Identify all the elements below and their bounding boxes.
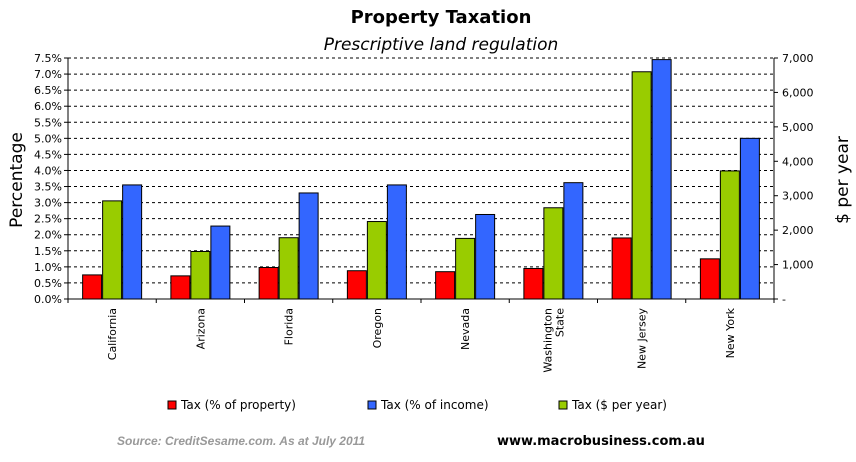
y-tick-label: 7.0% — [34, 68, 62, 81]
y-tick-label: 6.5% — [34, 84, 62, 97]
bar — [278, 237, 299, 300]
legend-label: Tax (% of property) — [180, 398, 296, 412]
bar — [611, 237, 632, 300]
y2-tick-label: 1,000 — [782, 259, 814, 272]
y-tick-label: 4.0% — [34, 164, 62, 177]
legend-swatch — [558, 400, 568, 410]
y-tick-label: 2.0% — [34, 229, 62, 242]
y2-tick-label: 2,000 — [782, 224, 814, 237]
bar — [455, 237, 476, 300]
source-note: Source: CreditSesame.com. As at July 201… — [117, 434, 365, 448]
y-tick-label: 0.5% — [34, 277, 62, 290]
y2-tick-label: 4,000 — [782, 155, 814, 168]
bar — [346, 270, 367, 300]
category-label: California — [106, 308, 119, 360]
bar — [102, 200, 123, 300]
y2-axis-title: $ per year — [833, 136, 853, 224]
bar — [386, 184, 407, 300]
bars-group — [82, 59, 760, 300]
y-tick-label: 7.5% — [34, 52, 62, 65]
legend-label: Tax (% of income) — [380, 398, 489, 412]
bar — [563, 182, 584, 300]
y-tick-label: 6.0% — [34, 100, 62, 113]
bar — [699, 258, 720, 300]
bar — [651, 59, 672, 300]
bar — [170, 275, 191, 300]
bar — [631, 71, 652, 300]
y2-tick-label: 6,000 — [782, 86, 814, 99]
y-tick-label: 5.0% — [34, 132, 62, 145]
category-label: Arizona — [194, 308, 207, 349]
chart-title: Property Taxation — [351, 7, 532, 28]
y2-tick-label: 5,000 — [782, 121, 814, 134]
y-tick-label: 1.0% — [34, 261, 62, 274]
y2-tick-label: - — [782, 293, 786, 306]
y-tick-label: 3.5% — [34, 181, 62, 194]
category-label: Florida — [283, 308, 296, 345]
legend-swatch — [167, 400, 177, 410]
axes-group — [67, 58, 775, 303]
bar — [739, 137, 760, 300]
y-tick-label: 1.5% — [34, 245, 62, 258]
chart-subtitle: Prescriptive land regulation — [324, 35, 559, 55]
category-label: Oregon — [371, 308, 384, 348]
bar — [366, 221, 387, 300]
bar — [82, 274, 103, 300]
category-label: Nevada — [459, 308, 472, 350]
bar — [210, 225, 231, 300]
y-tick-label: 4.5% — [34, 148, 62, 161]
y-tick-label: 3.0% — [34, 197, 62, 210]
y2-tick-label: 3,000 — [782, 190, 814, 203]
category-labels: California Arizona Florida Oregon Nevada Wash… — [106, 307, 737, 372]
category-label: New Jersey — [636, 308, 649, 370]
y-tick-label: 5.5% — [34, 116, 62, 129]
bar — [122, 184, 143, 300]
bar — [435, 271, 456, 300]
y-tick-label: 2.5% — [34, 213, 62, 226]
left-axis-ticks: 0.0% 0.5% 1.0% 1.5% 2.0% 2.5% 3.0% 3.5% 4.0% 4.5%… — [34, 52, 68, 306]
category-label: WashingtonState — [541, 308, 566, 373]
bar — [190, 250, 211, 300]
bar — [258, 267, 279, 300]
category-label: New York — [724, 307, 737, 358]
bar — [719, 170, 740, 300]
legend-swatch — [367, 400, 377, 410]
y-tick-label: 0.0% — [34, 293, 62, 306]
legend-label: Tax ($ per year) — [571, 398, 667, 412]
legend: Tax (% of property) Tax (% of income) Tax … — [167, 398, 667, 412]
site-url: www.macrobusiness.com.au — [497, 434, 705, 449]
bar — [543, 207, 564, 300]
right-axis-ticks: - 1,000 2,000 3,000 4,000 5,000 6,000 7,000 — [774, 52, 814, 306]
y2-tick-label: 7,000 — [782, 52, 814, 65]
bar — [298, 192, 319, 300]
bar — [523, 267, 544, 300]
y-axis-title: Percentage — [7, 132, 27, 228]
bar — [475, 213, 496, 300]
